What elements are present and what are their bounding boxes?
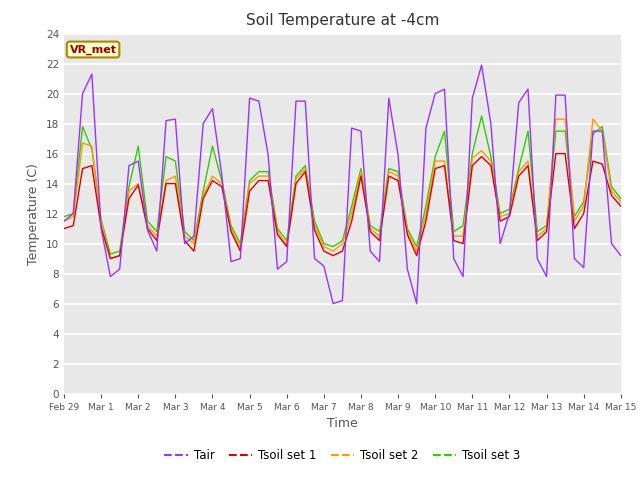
- Text: VR_met: VR_met: [70, 44, 116, 55]
- Legend: Tair, Tsoil set 1, Tsoil set 2, Tsoil set 3: Tair, Tsoil set 1, Tsoil set 2, Tsoil se…: [159, 444, 525, 467]
- Title: Soil Temperature at -4cm: Soil Temperature at -4cm: [246, 13, 439, 28]
- X-axis label: Time: Time: [327, 417, 358, 430]
- Y-axis label: Temperature (C): Temperature (C): [28, 163, 40, 264]
